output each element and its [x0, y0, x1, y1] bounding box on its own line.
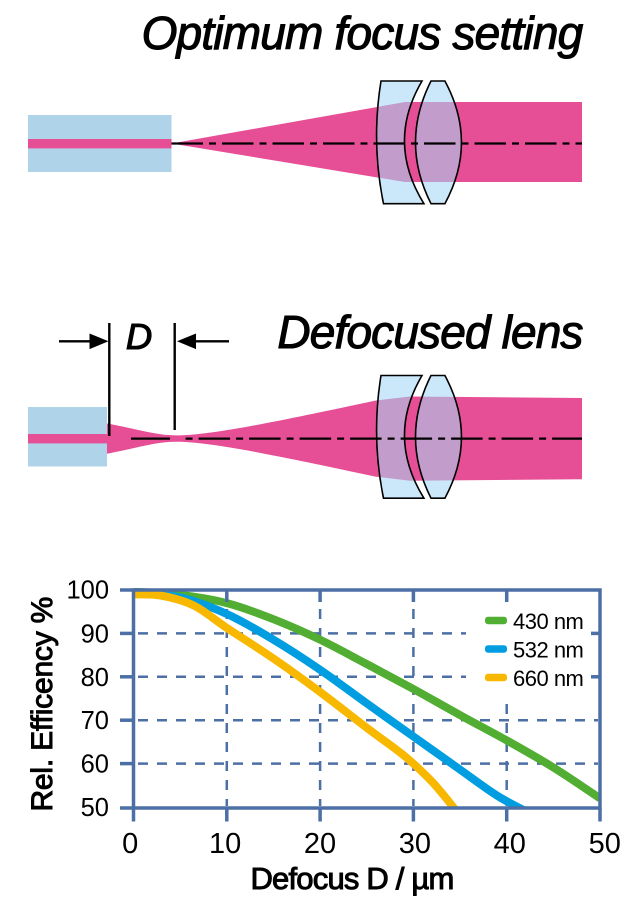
svg-text:50: 50	[589, 828, 621, 860]
svg-text:20: 20	[304, 828, 336, 860]
svg-text:D: D	[126, 316, 152, 357]
svg-text:60: 60	[81, 751, 109, 779]
svg-text:Optimum focus setting: Optimum focus setting	[142, 7, 584, 59]
svg-text:50: 50	[81, 794, 109, 822]
svg-text:90: 90	[81, 620, 109, 648]
svg-text:100: 100	[66, 577, 109, 605]
svg-text:80: 80	[81, 664, 109, 692]
svg-text:10: 10	[209, 828, 241, 860]
svg-text:430 nm: 430 nm	[513, 609, 583, 634]
svg-text:Defocus D / µm: Defocus D / µm	[250, 861, 453, 896]
svg-text:Defocused lens: Defocused lens	[277, 306, 583, 358]
svg-text:0: 0	[122, 828, 138, 860]
svg-text:Rel. Efficency %: Rel. Efficency %	[26, 597, 59, 812]
svg-text:40: 40	[494, 828, 526, 860]
svg-text:660 nm: 660 nm	[513, 666, 583, 691]
svg-text:70: 70	[81, 707, 109, 735]
svg-text:532 nm: 532 nm	[513, 638, 583, 663]
svg-text:30: 30	[399, 828, 431, 860]
